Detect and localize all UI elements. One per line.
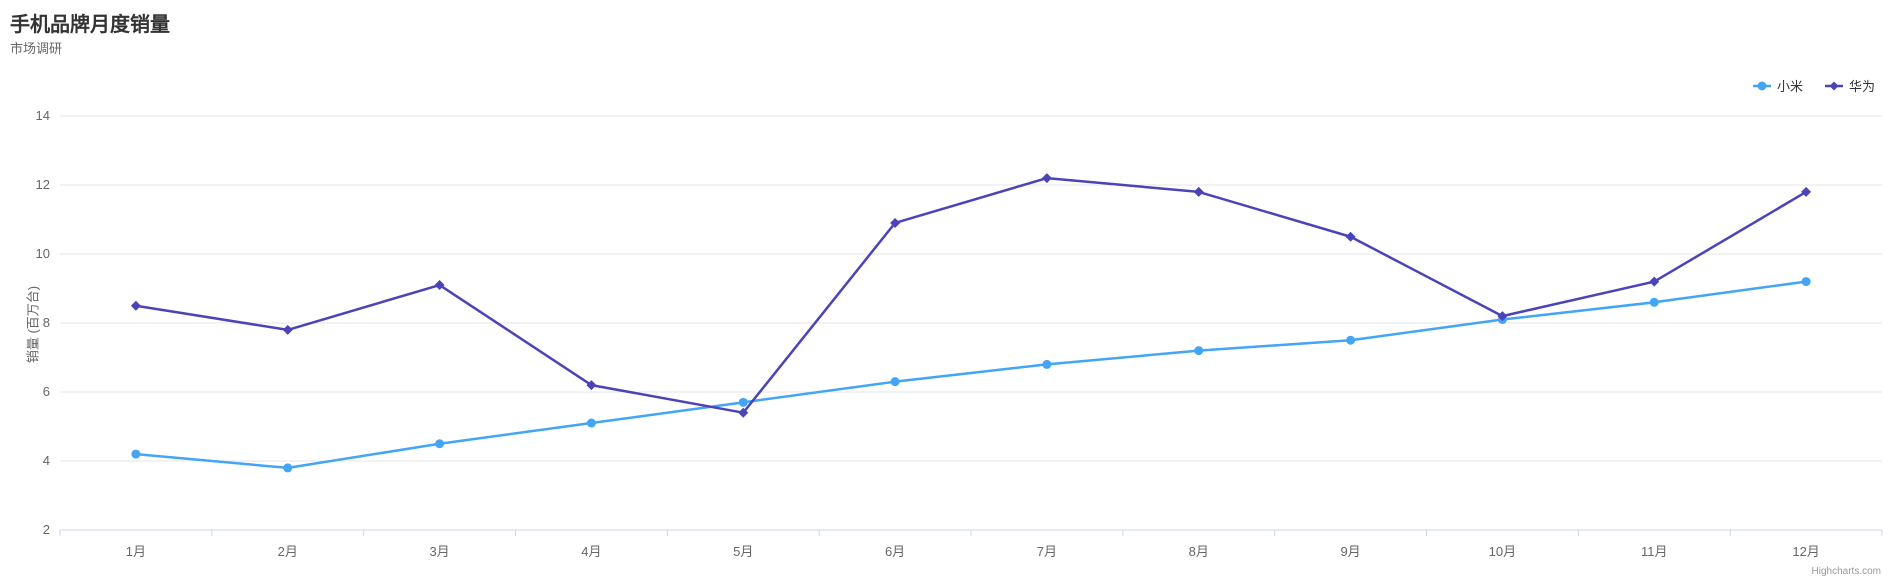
x-axis-label: 10月 [1489,544,1516,559]
x-axis-label: 12月 [1792,544,1819,559]
data-point-marker[interactable] [1041,173,1052,184]
data-point-marker[interactable] [1346,335,1356,345]
data-point-marker[interactable] [738,397,748,407]
y-axis-tick-label: 6 [43,384,50,399]
y-axis-tick-label: 4 [43,453,50,468]
series-line-1 [134,176,1808,414]
y-axis-tick-label: 10 [36,246,50,261]
data-point-marker[interactable] [1649,297,1659,307]
series-line-0 [134,280,1808,470]
chart-subtitle: 市场调研 [10,41,63,56]
data-point-marker[interactable] [1801,186,1812,197]
x-axis-label: 3月 [429,544,449,559]
y-axis-tick-label: 2 [43,522,50,537]
data-point-marker[interactable] [890,217,901,228]
legend-item-1[interactable]: 华为 [1824,76,1875,95]
data-point-marker[interactable] [283,463,293,473]
y-axis-tick-label: 12 [36,177,50,192]
data-point-marker[interactable] [890,377,900,387]
data-point-marker[interactable] [1497,311,1508,322]
legend-label: 小米 [1776,79,1803,94]
y-axis-tick-label: 14 [36,108,50,123]
data-point-marker[interactable] [1042,359,1052,369]
highcharts-credit-link[interactable]: Highcharts.com [1811,566,1881,577]
data-point-marker[interactable] [1193,186,1204,197]
data-point-marker[interactable] [1649,276,1660,287]
legend-circle-marker-icon [1752,81,1771,90]
data-point-marker[interactable] [586,380,597,391]
y-axis-tick-label: 8 [43,315,50,330]
legend-item-0[interactable]: 小米 [1752,76,1803,95]
legend: 小米 华为 [1752,76,1875,95]
x-axis-label: 9月 [1340,544,1360,559]
data-point-marker[interactable] [435,439,445,449]
legend-diamond-marker-icon [1824,81,1843,90]
data-point-marker[interactable] [1194,346,1204,356]
x-axis-label: 5月 [733,544,753,559]
x-axis-label: 4月 [581,544,601,559]
chart-title: 手机品牌月度销量 [10,14,170,36]
data-point-marker[interactable] [130,300,141,311]
x-axis-label: 2月 [278,544,298,559]
x-axis-label: 7月 [1037,544,1057,559]
legend-label: 华为 [1848,79,1875,94]
data-point-marker[interactable] [586,418,596,428]
x-axis-label: 11月 [1641,544,1668,559]
data-point-marker[interactable] [131,449,141,459]
x-axis-label: 6月 [885,544,905,559]
x-axis-label: 1月 [126,544,146,559]
x-axis-label: 8月 [1189,544,1209,559]
data-point-marker[interactable] [1345,231,1356,242]
data-point-marker[interactable] [434,280,445,291]
data-point-marker[interactable] [282,324,293,335]
data-point-marker[interactable] [1801,277,1811,287]
data-point-marker[interactable] [738,407,749,418]
